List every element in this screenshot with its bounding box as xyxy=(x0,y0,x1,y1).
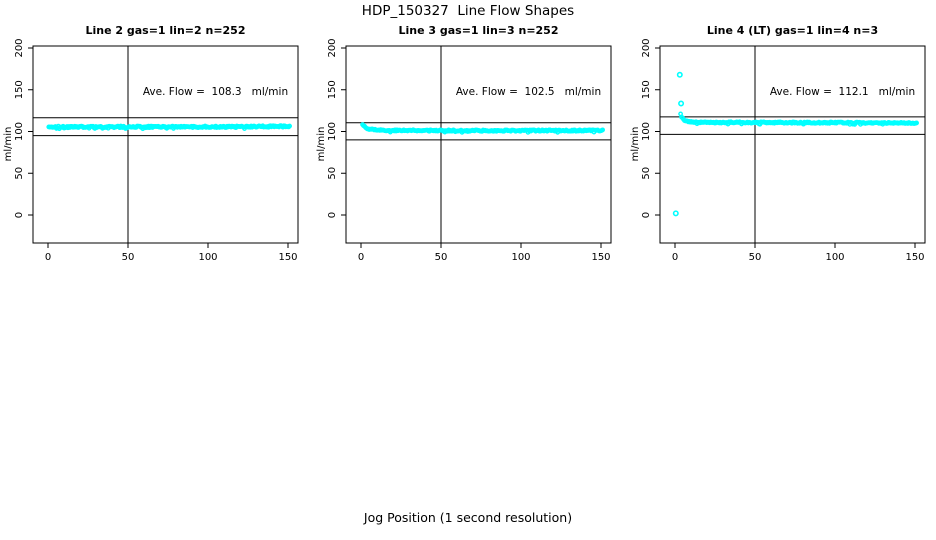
x-tick-label: 150 xyxy=(905,252,924,263)
data-point xyxy=(914,120,919,126)
panel-2-y-axis-label: ml/min xyxy=(316,126,327,162)
y-tick-label: 100 xyxy=(14,122,25,141)
y-tick-label: 150 xyxy=(641,80,652,99)
y-tick-label: 0 xyxy=(641,212,652,218)
x-tick-label: 0 xyxy=(358,252,364,263)
panel-2-ave-flow-annotation: Ave. Flow = 102.5 ml/min xyxy=(455,86,602,98)
panel-1-title: Line 2 gas=1 lin=2 n=252 xyxy=(85,24,246,37)
outlier-point xyxy=(678,100,685,107)
y-tick-label: 200 xyxy=(641,38,652,57)
x-tick-label: 150 xyxy=(278,252,297,263)
panel-1-ave-flow-annotation: Ave. Flow = 108.3 ml/min xyxy=(142,86,289,98)
x-tick-label: 100 xyxy=(198,252,217,263)
plot-box xyxy=(659,45,926,244)
outlier-point xyxy=(676,71,683,78)
plot-box xyxy=(345,45,612,244)
y-tick-label: 50 xyxy=(327,167,338,180)
panel-2-title: Line 3 gas=1 lin=3 n=252 xyxy=(398,24,559,37)
y-tick-label: 100 xyxy=(641,122,652,141)
plot-box xyxy=(32,45,299,244)
x-tick-label: 100 xyxy=(511,252,530,263)
panel-3-y-axis-label: ml/min xyxy=(630,126,641,162)
x-tick-label: 50 xyxy=(122,252,135,263)
data-point xyxy=(600,127,605,133)
panel-1-y-axis-label: ml/min xyxy=(3,126,14,162)
x-tick-label: 150 xyxy=(591,252,610,263)
panel-3-title: Line 4 (LT) gas=1 lin=4 n=3 xyxy=(706,24,879,37)
y-tick-label: 200 xyxy=(14,38,25,57)
y-tick-label: 0 xyxy=(14,212,25,218)
outlier-point xyxy=(672,210,679,217)
panel-3-ave-flow-annotation: Ave. Flow = 112.1 ml/min xyxy=(769,86,916,98)
x-tick-label: 0 xyxy=(45,252,51,263)
y-tick-label: 50 xyxy=(641,167,652,180)
main-title: HDP_150327 Line Flow Shapes xyxy=(361,3,575,19)
y-tick-label: 100 xyxy=(327,122,338,141)
x-tick-label: 50 xyxy=(435,252,448,263)
x-tick-label: 100 xyxy=(825,252,844,263)
x-tick-label: 0 xyxy=(672,252,678,263)
y-tick-label: 150 xyxy=(14,80,25,99)
y-tick-label: 150 xyxy=(327,80,338,99)
y-tick-label: 50 xyxy=(14,167,25,180)
data-point xyxy=(287,123,292,129)
y-tick-label: 200 xyxy=(327,38,338,57)
y-tick-label: 0 xyxy=(327,212,338,218)
x-tick-label: 50 xyxy=(749,252,762,263)
shared-x-axis-label: Jog Position (1 second resolution) xyxy=(363,510,573,525)
